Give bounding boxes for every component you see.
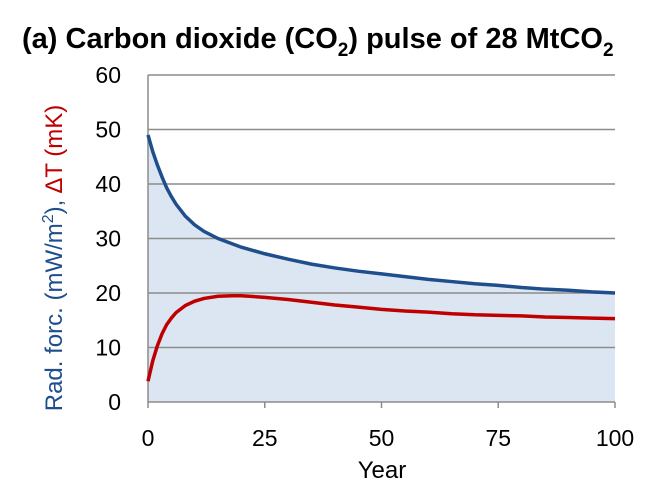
y-axis-title-forcing: Rad. forc. (mW/m: [41, 223, 68, 411]
y-tick-label-10: 10: [95, 335, 121, 361]
y-axis-title-separator: ),: [41, 200, 68, 215]
title-subscript-2: 2: [603, 40, 614, 61]
x-axis-title: Year: [358, 457, 407, 484]
gridlines: [148, 74, 615, 349]
y-tick-label-40: 40: [95, 171, 121, 197]
x-tick-label-100: 100: [596, 425, 634, 451]
title-prefix: (a) Carbon dioxide (CO: [22, 23, 338, 55]
x-tick-label-50: 50: [369, 425, 395, 451]
x-tick-label-0: 0: [142, 425, 155, 451]
chart-title: (a) Carbon dioxide (CO2) pulse of 28 MtC…: [22, 23, 614, 61]
y-tick-label-0: 0: [108, 389, 121, 415]
x-tick-label-75: 75: [485, 425, 511, 451]
plot-area: [146, 74, 616, 408]
y-axis-title-temperature: ΔT (mK): [41, 105, 68, 194]
y-tick-label-60: 60: [95, 62, 121, 88]
y-tick-label-20: 20: [95, 280, 121, 306]
x-tick-labels: 0 25 50 75 100: [142, 425, 635, 451]
y-tick-label-30: 30: [95, 226, 121, 252]
title-subscript-1: 2: [338, 40, 349, 61]
x-tick-marks: [147, 402, 616, 408]
y-axis-title: Rad. forc. (mW/m2), ΔT (mK): [40, 105, 68, 412]
title-middle: ) pulse of 28 MtCO: [348, 23, 603, 55]
y-tick-labels: 0 10 20 30 40 50 60: [95, 62, 121, 415]
x-tick-label-25: 25: [252, 425, 278, 451]
radiative-forcing-line: [146, 134, 616, 295]
temperature-change-line: [146, 293, 616, 382]
y-axis-title-superscript: 2: [40, 214, 57, 223]
y-tick-label-50: 50: [95, 117, 121, 143]
radiative-forcing-area: [148, 134, 615, 402]
